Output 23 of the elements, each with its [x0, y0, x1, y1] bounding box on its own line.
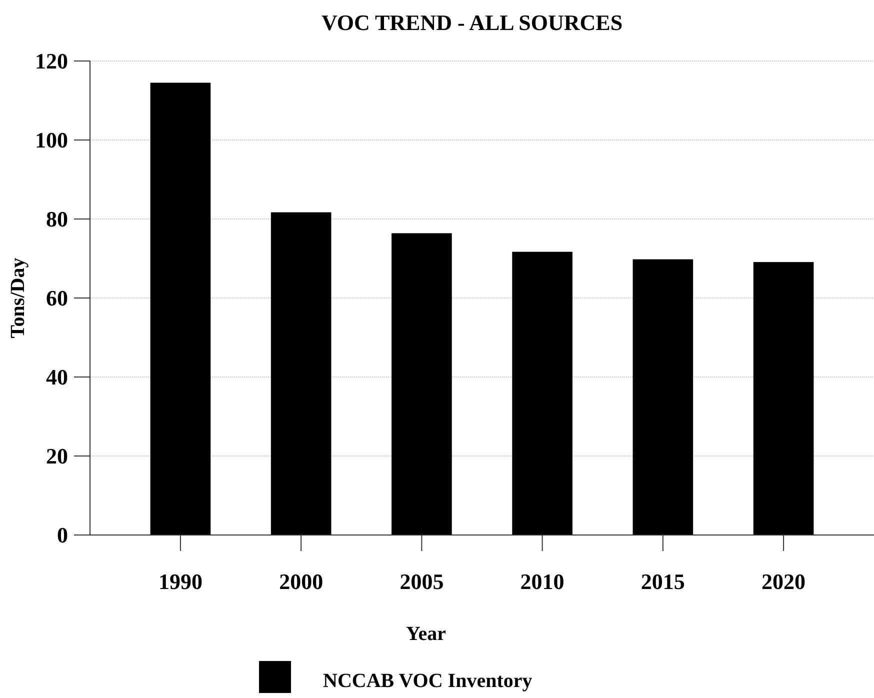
- y-tick-label: 60: [46, 286, 68, 311]
- bar: [270, 212, 332, 535]
- x-tick-label: 2000: [279, 569, 324, 594]
- x-tick-label: 2020: [762, 569, 806, 594]
- y-tick-label: 20: [46, 444, 68, 469]
- bar: [753, 262, 814, 535]
- x-tick-label: 2005: [400, 569, 444, 594]
- x-tick-label: 2015: [640, 569, 685, 594]
- legend-label: NCCAB VOC Inventory: [323, 670, 532, 692]
- y-axis-title: Tons/Day: [7, 258, 29, 338]
- bar: [150, 82, 211, 535]
- x-tick-label: 2010: [520, 569, 564, 594]
- x-axis-title: Year: [406, 623, 446, 645]
- y-tick-label: 80: [46, 206, 68, 232]
- chart-title: VOC TREND - ALL SOURCES: [321, 10, 623, 35]
- bar: [392, 233, 452, 535]
- y-tick-label: 100: [35, 128, 68, 153]
- y-tick-label: 40: [46, 364, 68, 390]
- y-tick-label: 120: [35, 48, 68, 74]
- bar: [632, 259, 694, 535]
- x-tick-label: 1990: [158, 569, 202, 594]
- y-tick-label: 0: [57, 522, 68, 548]
- bar: [512, 252, 572, 535]
